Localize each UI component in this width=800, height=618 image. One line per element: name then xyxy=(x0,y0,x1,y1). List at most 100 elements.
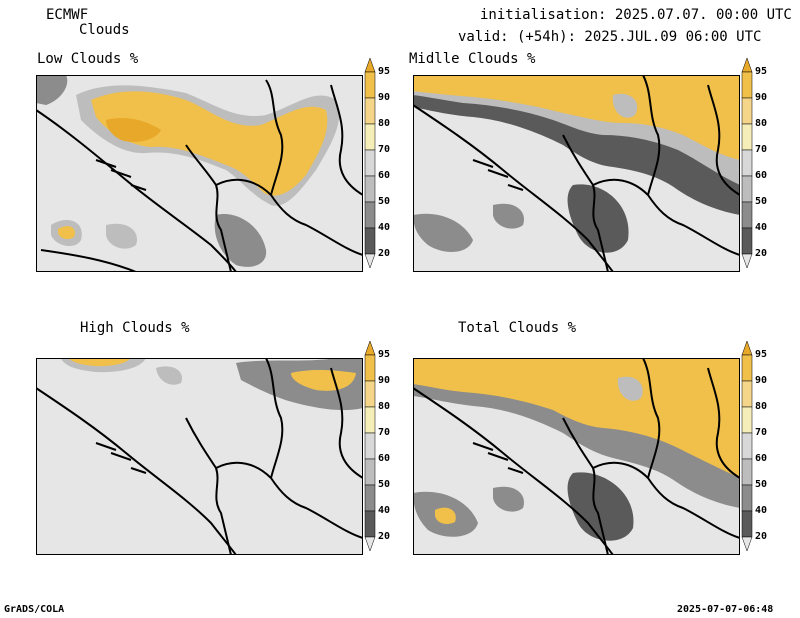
border-line xyxy=(265,79,284,196)
map-frame xyxy=(36,358,363,555)
colorbar-bottom-arrow xyxy=(364,536,376,552)
colorbar-box xyxy=(741,354,753,382)
colorbar-level-label: 40 xyxy=(378,505,391,516)
cloud-area-low-mid xyxy=(106,223,137,249)
high-clouds-map xyxy=(36,358,363,555)
colorbar-box xyxy=(364,149,376,177)
valid-time: valid: (+54h): 2025.JUL.09 06:00 UTC xyxy=(458,29,762,45)
border-line xyxy=(215,178,363,256)
map-panel-low xyxy=(36,75,363,272)
colorbar-box xyxy=(364,175,376,203)
colorbar-level-label: 50 xyxy=(378,479,391,490)
colorbar-level-label: 60 xyxy=(378,170,391,181)
colorbar-level-label: 70 xyxy=(755,144,768,155)
coastline xyxy=(36,387,237,555)
colorbar-level-label: 50 xyxy=(378,196,391,207)
initialisation-time: initialisation: 2025.07.07. 00:00 UTC xyxy=(480,7,792,23)
colorbar-box xyxy=(364,510,376,538)
colorbar-level-label: 20 xyxy=(378,531,391,542)
colorbar-level-label: 60 xyxy=(755,453,768,464)
panel-title-total: Total Clouds % xyxy=(458,320,577,336)
colorbar-total: 95 90 80 70 60 50 40 20 xyxy=(741,340,767,557)
cloud-area-high-small xyxy=(156,366,182,385)
colorbar-level-label: 50 xyxy=(755,196,768,207)
coastline xyxy=(413,387,614,555)
cloud-area-low-peak xyxy=(106,118,161,142)
islands xyxy=(95,442,147,474)
cloud-area-total-95 xyxy=(413,358,740,478)
colorbar-level-label: 90 xyxy=(378,92,391,103)
cloud-area-high-ne-core xyxy=(291,369,356,391)
total-clouds-map xyxy=(413,358,740,555)
colorbar-box xyxy=(741,123,753,151)
colorbar-box xyxy=(741,175,753,203)
panel-title-middle: Midlle Clouds % xyxy=(409,51,536,67)
panel-title-low: Low Clouds % xyxy=(37,51,139,67)
colorbar-box xyxy=(741,97,753,125)
colorbar-level-label: 95 xyxy=(378,66,391,77)
colorbar-box xyxy=(364,71,376,99)
border-line xyxy=(707,367,740,479)
border-line xyxy=(215,461,363,539)
colorbar-box xyxy=(364,432,376,460)
low-clouds-map xyxy=(36,75,363,272)
border-line xyxy=(592,461,740,539)
panel-title-high: High Clouds % xyxy=(80,320,190,336)
colorbar-level-label: 70 xyxy=(378,144,391,155)
border-line xyxy=(642,358,661,479)
product-label: Clouds xyxy=(79,22,130,38)
map-panel-total xyxy=(413,358,740,555)
border-line xyxy=(330,367,363,479)
cloud-area-low-sw-core xyxy=(58,226,75,240)
model-label: ECMWF xyxy=(46,7,89,23)
colorbar-middle: 95 90 80 70 60 50 40 20 xyxy=(741,57,767,274)
islands xyxy=(95,159,147,191)
colorbar-box xyxy=(364,354,376,382)
colorbar-level-label: 60 xyxy=(755,170,768,181)
colorbar-top-arrow xyxy=(741,57,753,73)
cloud-area-total-south xyxy=(567,472,634,541)
colorbar-level-label: 70 xyxy=(378,427,391,438)
map-frame xyxy=(36,75,363,272)
colorbar-bottom-arrow xyxy=(741,536,753,552)
coastline xyxy=(36,109,237,272)
colorbar-box xyxy=(364,380,376,408)
colorbar-box xyxy=(364,458,376,486)
colorbar-level-label: 20 xyxy=(378,248,391,259)
colorbar-level-label: 50 xyxy=(755,479,768,490)
colorbar-level-label: 20 xyxy=(755,248,768,259)
middle-clouds-map xyxy=(413,75,740,272)
colorbar-level-label: 90 xyxy=(755,375,768,386)
colorbar-level-label: 40 xyxy=(755,505,768,516)
colorbar-svg xyxy=(741,57,753,269)
footer-timestamp: 2025-07-07-06:48 xyxy=(677,604,774,615)
colorbar-high: 95 90 80 70 60 50 40 20 xyxy=(364,340,390,557)
border-line xyxy=(592,178,740,256)
cloud-area-middle-sw xyxy=(413,213,473,252)
cloud-area-middle-95 xyxy=(413,75,740,160)
colorbar-box xyxy=(741,510,753,538)
colorbar-top-arrow xyxy=(741,340,753,356)
colorbar-level-label: 80 xyxy=(378,118,391,129)
border-line xyxy=(185,417,232,555)
colorbar-box xyxy=(741,149,753,177)
colorbar-level-label: 95 xyxy=(755,66,768,77)
colorbar-box xyxy=(741,406,753,434)
colorbar-box xyxy=(364,484,376,512)
colorbar-level-label: 60 xyxy=(378,453,391,464)
colorbar-low: 95 90 80 70 60 50 40 20 xyxy=(364,57,390,274)
colorbar-box xyxy=(364,123,376,151)
colorbar-level-label: 95 xyxy=(755,349,768,360)
cloud-area-middle-mid xyxy=(493,203,524,229)
colorbar-level-label: 95 xyxy=(378,349,391,360)
colorbar-level-label: 40 xyxy=(378,222,391,233)
colorbar-svg xyxy=(364,57,376,269)
border-line xyxy=(185,144,232,272)
cloud-hole-middle xyxy=(612,93,638,118)
cloud-area-low-nw xyxy=(36,75,68,105)
colorbar-level-label: 40 xyxy=(755,222,768,233)
colorbar-box xyxy=(364,227,376,255)
colorbar-box xyxy=(741,458,753,486)
cloud-area-low-95 xyxy=(91,91,328,196)
colorbar-bottom-arrow xyxy=(364,253,376,269)
